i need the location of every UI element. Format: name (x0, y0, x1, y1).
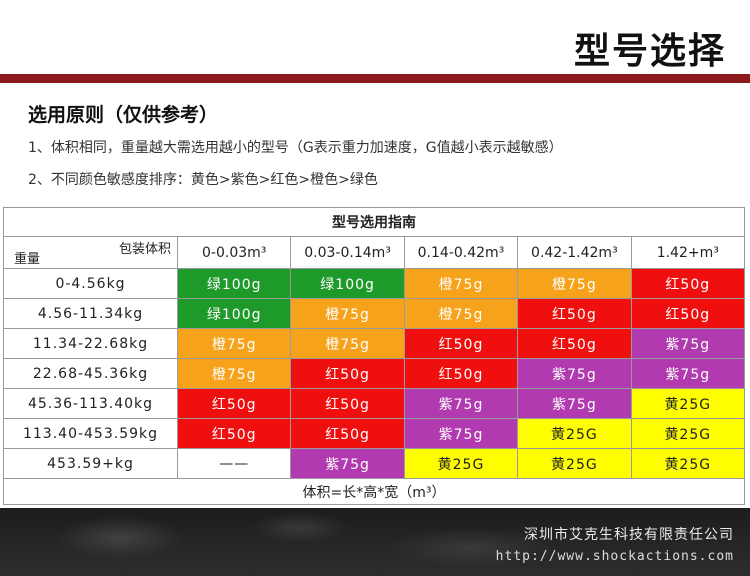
model-cell: 红50g (290, 418, 405, 449)
corner-volume-label: 包装体积 (118, 242, 171, 257)
volume-header: 0-0.03m³ (176, 236, 292, 269)
volume-header: 0.42-1.42m³ (517, 236, 632, 269)
model-cell: 红50g (517, 298, 632, 329)
weight-range-cell: 4.56-11.34kg (3, 298, 178, 329)
model-cell: 黄25G (630, 448, 746, 479)
model-cell: 黄25G (630, 388, 746, 419)
model-cell: 红50g (176, 418, 292, 449)
model-cell: 紫75g (630, 358, 746, 389)
model-cell: 黄25G (517, 448, 632, 479)
model-cell: 红50g (630, 268, 746, 299)
rule-1: 1、体积相同，重量越大需选用越小的型号（G表示重力加速度，G值越小表示越敏感） (28, 140, 563, 156)
model-cell: 绿100g (176, 268, 292, 299)
table-row: 0-4.56kg 绿100g 绿100g 橙75g 橙75g 红50g (3, 268, 746, 299)
table-row: 11.34-22.68kg 橙75g 橙75g 红50g 红50g 紫75g (3, 328, 746, 359)
model-cell: 橙75g (403, 268, 519, 299)
model-cell: 红50g (517, 328, 632, 359)
table-row: 45.36-113.40kg 红50g 红50g 紫75g 紫75g 黄25G (3, 388, 746, 419)
volume-header: 0.03-0.14m³ (290, 236, 405, 269)
weight-range-cell: 113.40-453.59kg (3, 418, 178, 449)
model-cell: 橙75g (290, 298, 405, 329)
section-heading: 选用原则（仅供参考） (28, 104, 219, 126)
rule-2: 2、不同颜色敏感度排序：黄色>紫色>红色>橙色>绿色 (28, 172, 378, 188)
weight-range-cell: 11.34-22.68kg (3, 328, 178, 359)
website-url[interactable]: http://www.shockactions.com (495, 549, 734, 564)
table-row: 4.56-11.34kg 绿100g 橙75g 橙75g 红50g 红50g (3, 298, 746, 329)
page-title: 型号选择 (573, 31, 726, 72)
model-cell: 红50g (290, 358, 405, 389)
volume-header: 1.42+m³ (630, 236, 746, 269)
volume-header: 0.14-0.42m³ (403, 236, 519, 269)
model-cell: 紫75g (290, 448, 405, 479)
volume-formula-note: 体积=长*高*宽（m³） (3, 478, 745, 505)
model-cell: 红50g (176, 388, 292, 419)
table-row: 22.68-45.36kg 橙75g 红50g 红50g 紫75g 紫75g (3, 358, 746, 389)
company-name: 深圳市艾克生科技有限责任公司 (524, 527, 734, 543)
model-cell: 绿100g (290, 268, 405, 299)
model-cell: —— (176, 448, 292, 479)
corner-header-cell: 包装体积 重量 (3, 236, 178, 269)
model-cell: 紫75g (517, 388, 632, 419)
model-selection-table: 型号选用指南 包装体积 重量 0-0.03m³ 0.03-0.14m³ 0.14… (3, 207, 746, 505)
model-cell: 橙75g (176, 328, 292, 359)
table-row: 113.40-453.59kg 红50g 红50g 紫75g 黄25G 黄25G (3, 418, 746, 449)
model-cell: 紫75g (403, 388, 519, 419)
table-caption: 型号选用指南 (3, 207, 745, 237)
model-cell: 橙75g (176, 358, 292, 389)
model-cell: 黄25G (403, 448, 519, 479)
volume-formula-row: 体积=长*高*宽（m³） (3, 478, 745, 505)
model-cell: 紫75g (517, 358, 632, 389)
model-cell: 红50g (290, 388, 405, 419)
model-cell: 绿100g (176, 298, 292, 329)
model-cell: 红50g (403, 358, 519, 389)
weight-range-cell: 0-4.56kg (3, 268, 178, 299)
table-row: 453.59+kg —— 紫75g 黄25G 黄25G 黄25G (3, 448, 746, 479)
weight-range-cell: 22.68-45.36kg (3, 358, 178, 389)
model-cell: 橙75g (290, 328, 405, 359)
corner-weight-label: 重量 (14, 252, 41, 267)
volume-header-row: 包装体积 重量 0-0.03m³ 0.03-0.14m³ 0.14-0.42m³… (3, 236, 746, 269)
model-cell: 红50g (403, 328, 519, 359)
footer-banner: 深圳市艾克生科技有限责任公司 http://www.shockactions.c… (0, 508, 750, 576)
model-cell: 黄25G (630, 418, 746, 449)
weight-range-cell: 45.36-113.40kg (3, 388, 178, 419)
model-cell: 紫75g (630, 328, 746, 359)
model-cell: 橙75g (517, 268, 632, 299)
model-cell: 橙75g (403, 298, 519, 329)
model-cell: 红50g (630, 298, 746, 329)
model-cell: 紫75g (403, 418, 519, 449)
model-cell: 黄25G (517, 418, 632, 449)
title-underline-bar (0, 74, 750, 83)
weight-range-cell: 453.59+kg (3, 448, 178, 479)
